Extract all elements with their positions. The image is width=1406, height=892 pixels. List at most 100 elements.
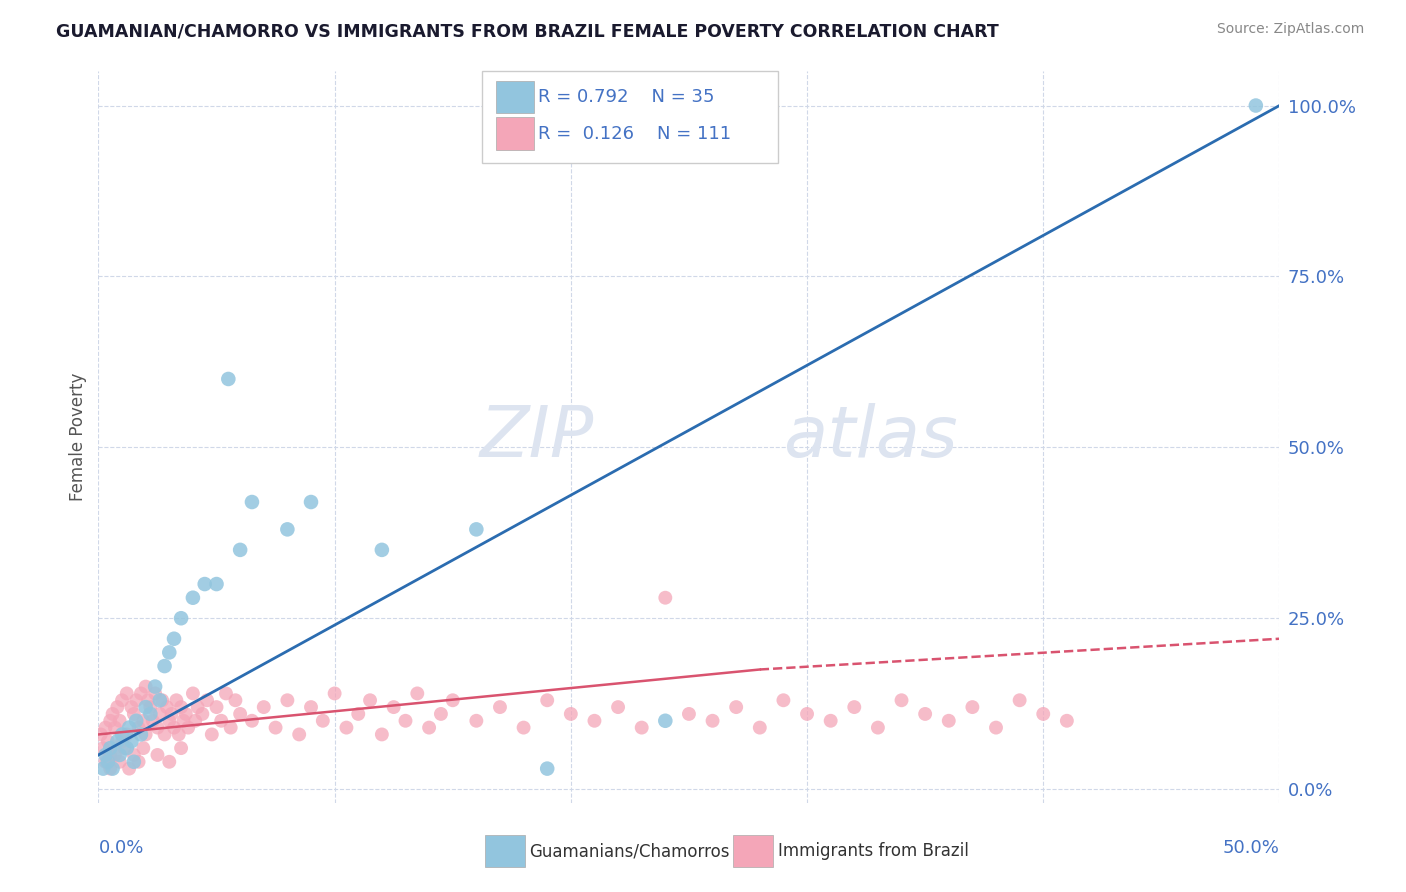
Point [607, 700, 630, 714]
Point [157, 755, 180, 769]
Point [132, 741, 155, 756]
Point [725, 700, 748, 714]
Text: ZIP: ZIP [479, 402, 595, 472]
Point [219, 721, 242, 735]
Text: GUAMANIAN/CHAMORRO VS IMMIGRANTS FROM BRAZIL FEMALE POVERTY CORRELATION CHART: GUAMANIAN/CHAMORRO VS IMMIGRANTS FROM BR… [56, 22, 1000, 40]
Point [121, 734, 143, 748]
Point [299, 495, 322, 509]
Point [890, 693, 912, 707]
Point [418, 721, 440, 735]
Point [115, 741, 138, 756]
Point [94, 747, 117, 762]
Point [108, 755, 131, 769]
Point [135, 700, 157, 714]
Point [157, 645, 180, 659]
Text: R =  0.126    N = 111: R = 0.126 N = 111 [537, 125, 731, 143]
Point [167, 727, 190, 741]
Text: 0.0%: 0.0% [98, 839, 143, 857]
Point [165, 693, 187, 707]
Point [1032, 706, 1054, 721]
Point [129, 686, 152, 700]
Point [299, 700, 322, 714]
Point [153, 727, 176, 741]
Point [938, 714, 960, 728]
Point [111, 693, 134, 707]
Point [122, 706, 145, 721]
Point [371, 542, 394, 557]
Point [406, 686, 429, 700]
Point [229, 706, 252, 721]
Point [160, 706, 183, 721]
Point [135, 680, 157, 694]
Point [121, 700, 143, 714]
Point [914, 706, 936, 721]
Text: atlas: atlas [783, 402, 957, 472]
Point [172, 714, 194, 728]
Point [94, 721, 117, 735]
Point [240, 495, 263, 509]
Text: Immigrants from Brazil: Immigrants from Brazil [778, 842, 969, 860]
Text: 50.0%: 50.0% [1223, 839, 1279, 857]
FancyBboxPatch shape [496, 118, 534, 150]
Point [157, 714, 180, 728]
FancyBboxPatch shape [482, 71, 778, 163]
Point [1008, 693, 1031, 707]
Point [205, 700, 228, 714]
Point [678, 706, 700, 721]
Point [772, 693, 794, 707]
Text: Guamanians/Chamorros: Guamanians/Chamorros [530, 842, 730, 860]
Point [170, 611, 193, 625]
Point [253, 700, 276, 714]
Point [866, 721, 889, 735]
Point [209, 714, 232, 728]
Point [149, 706, 172, 721]
Point [143, 680, 166, 694]
Point [962, 700, 984, 714]
Point [702, 714, 724, 728]
Point [111, 727, 134, 741]
Point [215, 686, 238, 700]
Point [91, 741, 114, 756]
Point [201, 727, 224, 741]
Point [98, 747, 121, 762]
Point [536, 762, 558, 776]
Point [111, 734, 134, 748]
Point [181, 686, 204, 700]
Point [276, 693, 298, 707]
Point [489, 700, 512, 714]
Point [118, 762, 141, 776]
Point [104, 721, 127, 735]
Point [97, 755, 120, 769]
Point [181, 591, 204, 605]
Point [118, 721, 141, 735]
Point [105, 734, 128, 748]
Point [654, 591, 676, 605]
Point [240, 714, 263, 728]
Point [163, 632, 186, 646]
Point [264, 721, 287, 735]
Point [146, 721, 169, 735]
Point [90, 727, 112, 741]
Point [288, 727, 311, 741]
Point [512, 721, 534, 735]
FancyBboxPatch shape [496, 81, 534, 113]
Point [276, 522, 298, 536]
Point [94, 755, 117, 769]
Point [323, 686, 346, 700]
Point [150, 693, 173, 707]
Point [844, 700, 866, 714]
Point [98, 741, 121, 756]
Point [122, 755, 145, 769]
Point [1056, 714, 1078, 728]
Point [191, 706, 214, 721]
Point [108, 714, 131, 728]
Point [125, 693, 148, 707]
Point [229, 542, 252, 557]
Point [654, 714, 676, 728]
Point [129, 727, 152, 741]
Point [97, 734, 120, 748]
Point [335, 721, 357, 735]
Point [132, 714, 155, 728]
Point [98, 762, 121, 776]
Text: Source: ZipAtlas.com: Source: ZipAtlas.com [1216, 22, 1364, 37]
